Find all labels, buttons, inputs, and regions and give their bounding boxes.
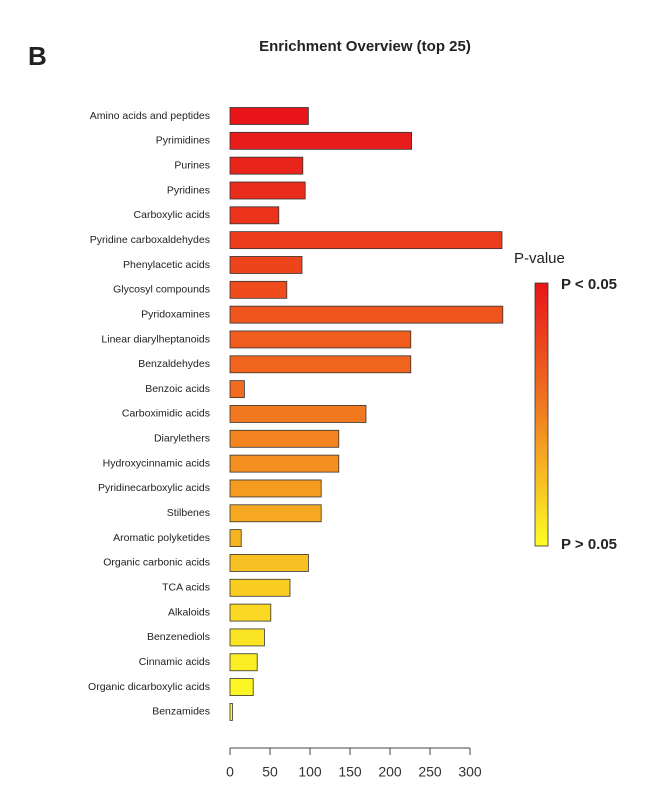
bar	[229, 305, 504, 324]
y-tick-label: Pyridines	[167, 184, 210, 196]
bar	[229, 703, 233, 721]
x-tick-label: 200	[378, 764, 402, 780]
bar	[229, 256, 303, 274]
bar	[229, 206, 280, 225]
y-tick-label: Purines	[174, 159, 210, 171]
y-tick-label: Carboxylic acids	[134, 209, 210, 221]
y-tick-label: Benzamides	[152, 706, 210, 718]
bar	[229, 131, 413, 150]
bar	[229, 107, 309, 125]
y-tick-label: TCA acids	[162, 582, 210, 594]
bar	[229, 628, 265, 647]
y-tick-label: Amino acids and peptides	[90, 110, 210, 122]
bar	[229, 280, 288, 299]
y-tick-label: Pyridinecarboxylic acids	[98, 482, 210, 494]
y-tick-label: Stilbenes	[167, 507, 210, 519]
y-tick-label: Organic carbonic acids	[103, 557, 210, 569]
bar	[229, 380, 245, 399]
y-tick-label: Benzaldehydes	[138, 358, 210, 370]
bar	[229, 678, 254, 696]
bar	[229, 578, 291, 597]
x-tick-label: 100	[298, 764, 322, 780]
bar	[229, 429, 340, 448]
y-tick-label: Phenylacetic acids	[123, 259, 210, 271]
y-tick-label: Carboximidic acids	[122, 408, 210, 420]
x-tick-label: 50	[262, 764, 278, 780]
y-tick-label: Pyridine carboxaldehydes	[90, 234, 210, 246]
legend-title: P-value	[514, 250, 565, 267]
bar	[229, 454, 340, 473]
bar	[229, 554, 309, 572]
x-tick-label: 0	[226, 764, 234, 780]
y-tick-label: Pyridoxamines	[141, 308, 210, 320]
legend-low-label: P > 0.05	[561, 536, 617, 553]
x-tick-label: 150	[338, 764, 362, 780]
y-tick-label: Pyrimidines	[156, 135, 210, 147]
legend-high-label: P < 0.05	[561, 276, 617, 293]
bar	[229, 330, 412, 349]
y-tick-label: Benzoic acids	[145, 383, 210, 395]
bar	[229, 653, 258, 672]
y-tick-label: Hydroxycinnamic acids	[103, 457, 210, 469]
y-tick-label: Diarylethers	[154, 433, 210, 445]
x-tick-label: 300	[458, 764, 482, 780]
bar	[229, 529, 242, 548]
y-tick-label: Organic dicarboxylic acids	[88, 681, 210, 693]
bar	[229, 231, 503, 250]
bar	[229, 181, 306, 200]
y-tick-label: Aromatic polyketides	[113, 532, 210, 544]
y-tick-label: Cinnamic acids	[139, 656, 210, 668]
y-tick-label: Linear diarylheptanoids	[101, 333, 210, 345]
bar	[229, 156, 304, 175]
y-tick-label: Benzenediols	[147, 631, 210, 643]
bar	[229, 504, 322, 523]
bar	[229, 405, 367, 423]
bar	[229, 479, 322, 498]
y-tick-label: Glycosyl compounds	[113, 284, 210, 296]
panel-label: B	[28, 41, 47, 71]
bar	[229, 355, 412, 374]
bar	[229, 603, 272, 622]
x-tick-label: 250	[418, 764, 442, 780]
chart-title: Enrichment Overview (top 25)	[259, 38, 471, 55]
y-tick-label: Alkaloids	[168, 606, 210, 618]
colorbar	[534, 282, 549, 547]
